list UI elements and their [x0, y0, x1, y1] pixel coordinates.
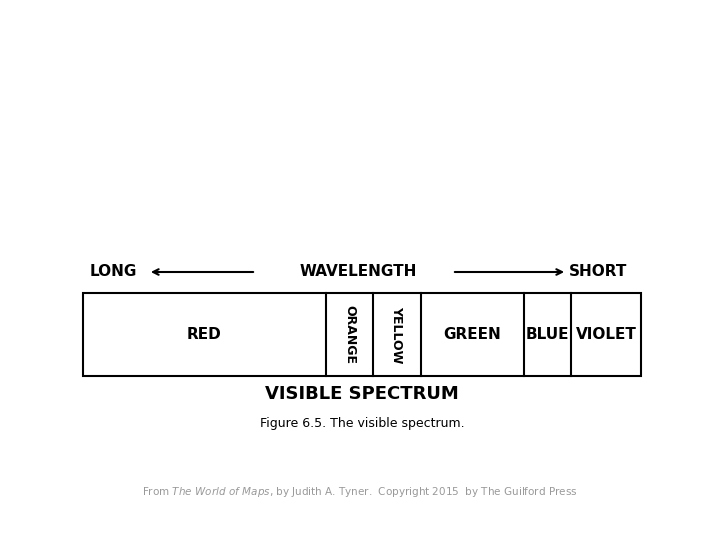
Text: VISIBLE SPECTRUM: VISIBLE SPECTRUM: [265, 385, 459, 403]
Text: RED: RED: [187, 327, 222, 342]
Text: BLUE: BLUE: [526, 327, 570, 342]
Text: GREEN: GREEN: [444, 327, 501, 342]
Text: VIOLET: VIOLET: [576, 327, 636, 342]
Text: LONG: LONG: [90, 265, 138, 280]
Text: From $\it{The\ World\ of\ Maps}$, by Judith A. Tyner.  Copyright 2015  by The Gu: From $\it{The\ World\ of\ Maps}$, by Jud…: [143, 485, 577, 499]
Text: SHORT: SHORT: [569, 265, 627, 280]
Text: Figure 6.5. The visible spectrum.: Figure 6.5. The visible spectrum.: [260, 417, 464, 430]
Bar: [83, 293, 641, 376]
Text: YELLOW: YELLOW: [390, 306, 403, 363]
Text: WAVELENGTH: WAVELENGTH: [300, 265, 417, 280]
Text: ORANGE: ORANGE: [343, 305, 356, 364]
